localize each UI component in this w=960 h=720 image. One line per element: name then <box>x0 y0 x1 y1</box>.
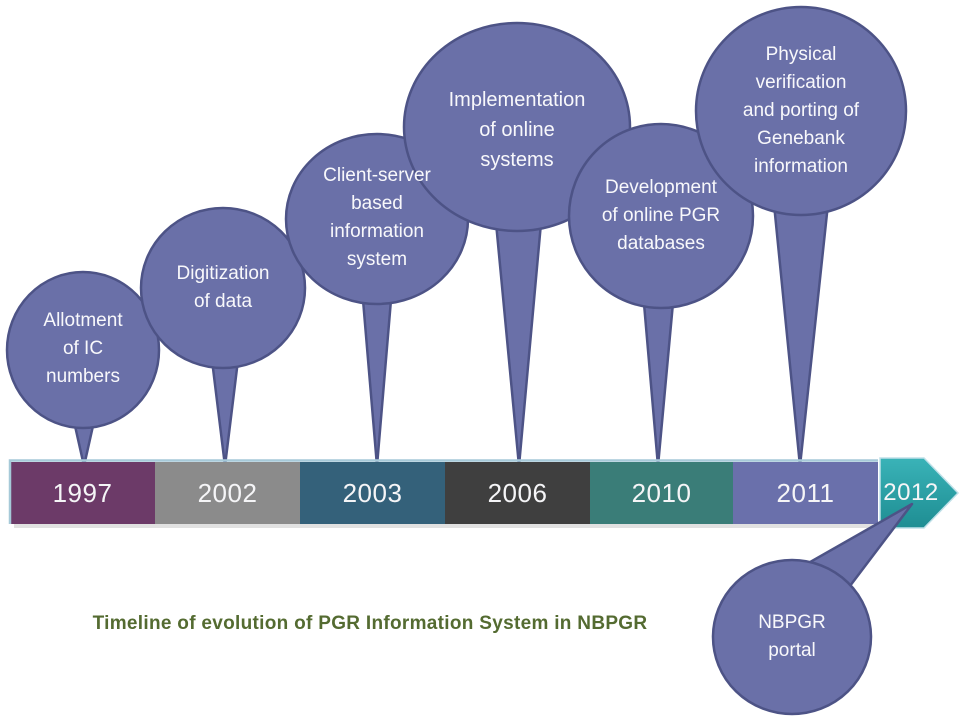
year-label-2010: 2010 <box>631 477 692 508</box>
diagram-caption: Timeline of evolution of PGR Information… <box>92 613 648 634</box>
timeline-segment-2002 <box>155 462 300 524</box>
year-label-2011: 2011 <box>776 477 835 508</box>
timeline-segment-1997 <box>10 462 155 524</box>
balloon-tail-2011 <box>772 202 830 468</box>
balloon-tail-2003 <box>360 286 394 468</box>
balloon-circles <box>5 5 908 716</box>
timeline-segment-2010 <box>590 462 733 524</box>
balloon-circle-allotment <box>5 270 161 430</box>
balloon-circle-physical-verification <box>694 5 908 217</box>
balloon-tail-2006 <box>493 210 544 468</box>
balloon-circle-digitization <box>139 206 307 370</box>
balloon-circle-development <box>567 122 755 310</box>
year-label-1997: 1997 <box>52 477 113 508</box>
balloon-circle-implementation <box>402 21 632 233</box>
balloon-tail-2010 <box>641 290 676 468</box>
bar-highlight-edge <box>8 459 878 524</box>
timeline-segment-2006 <box>445 462 590 524</box>
year-label-2002: 2002 <box>197 477 258 508</box>
balloon-circle-nbpgr-portal <box>711 558 873 716</box>
timeline-segment-2003 <box>300 462 445 524</box>
year-label-2003: 2003 <box>342 477 403 508</box>
timeline-bar <box>8 457 960 529</box>
year-label-2006: 2006 <box>487 477 548 508</box>
year-label-2012: 2012 <box>883 479 939 506</box>
timeline-segment-2011 <box>733 462 878 524</box>
bar-shadow <box>14 524 882 528</box>
